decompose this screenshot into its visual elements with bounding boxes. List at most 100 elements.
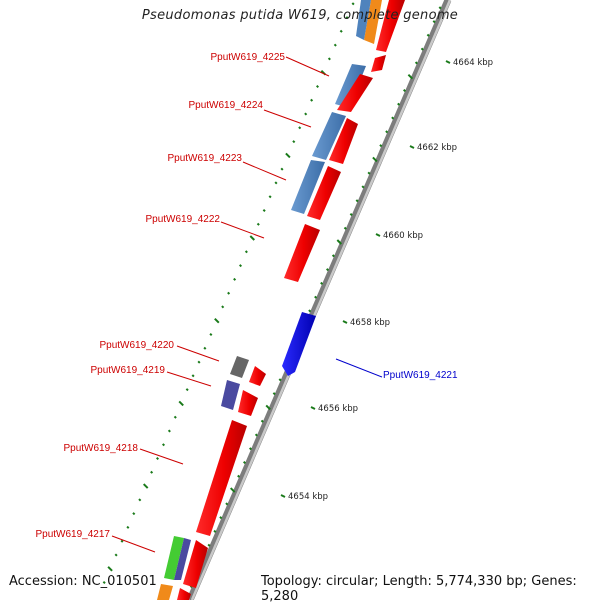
genome-backbone: [186, 0, 452, 600]
tick-mark: [161, 443, 166, 447]
tick-mark: [191, 374, 195, 378]
tick-mark: [426, 33, 430, 37]
tick-mark: [391, 116, 395, 120]
tick-mark: [272, 392, 276, 396]
gene-4223-forward: [329, 118, 358, 164]
tick-mark: [308, 309, 312, 313]
tick-mark: [438, 6, 442, 10]
tick-mark: [420, 47, 424, 51]
scale-label-kbp-4664: 4664 kbp: [453, 58, 493, 68]
tick-mark: [238, 264, 243, 268]
scale-major-tick: [409, 145, 415, 149]
tick-mark: [213, 529, 217, 533]
tick-mark: [167, 429, 171, 433]
tick-mark: [432, 20, 436, 24]
tick-mark: [402, 88, 407, 93]
tick-mark: [229, 487, 236, 493]
tick-mark: [414, 61, 418, 65]
gene-bottom-orange: [157, 584, 173, 600]
tick-mark: [203, 346, 207, 350]
scale-labels: 4664 kbp 4662 kbp 4660 kbp 4658 kbp 4656 kbp…: [280, 58, 493, 502]
tick-mark: [219, 516, 223, 520]
gene-4221-reverse: [282, 312, 316, 376]
tick-mark: [214, 317, 220, 324]
tick-mark: [331, 254, 335, 258]
tick-mark: [242, 460, 247, 465]
gene-label-4225[interactable]: PputW619_4225: [210, 52, 285, 63]
tick-mark: [227, 291, 231, 295]
tick-mark: [345, 16, 349, 20]
gene-label-4223[interactable]: PputW619_4223: [167, 153, 242, 164]
tick-mark: [225, 502, 229, 506]
label-leader-lines: [111, 56, 383, 553]
tick-mark: [280, 167, 284, 171]
gene-4223-steel: [291, 160, 325, 214]
tick-mark: [274, 181, 278, 185]
tick-mark: [278, 378, 282, 382]
tick-mark: [298, 126, 302, 130]
scale-label-kbp-4658: 4658 kbp: [350, 318, 390, 328]
scale-major-tick: [375, 233, 381, 237]
gene-4217-forward: [183, 540, 208, 588]
tick-mark: [138, 498, 142, 502]
tick-mark: [315, 84, 320, 89]
tick-mark: [197, 360, 201, 364]
tick-mark: [349, 212, 353, 217]
tick-mark: [114, 553, 118, 557]
gene-label-4219[interactable]: PputW619_4219: [90, 365, 165, 376]
tick-mark: [372, 156, 378, 163]
accession-text: Accession: NC_010501: [9, 574, 157, 589]
tick-mark: [178, 400, 184, 407]
tick-mark: [379, 144, 383, 148]
gene-4219-purple: [221, 380, 240, 410]
scale-label-kbp-4656: 4656 kbp: [318, 404, 358, 414]
tick-mark: [155, 456, 160, 461]
tick-mark: [132, 512, 136, 516]
gene-4225-forward: [371, 55, 386, 72]
tick-mark: [244, 250, 248, 254]
gene-4223b-forward: [307, 166, 341, 220]
gene-top-red: [376, 0, 405, 52]
scale-major-tick: [342, 320, 348, 324]
tick-mark: [285, 152, 291, 159]
gene-bottom-red: [177, 588, 191, 600]
tick-mark: [304, 112, 308, 116]
gene-4218-forward: [196, 420, 247, 536]
gene-4217-purple: [174, 538, 191, 580]
tick-mark: [233, 277, 237, 281]
tick-mark: [385, 130, 389, 134]
gene-label-4218[interactable]: PputW619_4218: [63, 443, 138, 454]
gene-label-4224[interactable]: PputW619_4224: [188, 100, 263, 111]
tick-mark: [142, 483, 149, 489]
tick-mark: [254, 433, 258, 437]
tick-rings: [102, 2, 442, 589]
gene-label-4222[interactable]: PputW619_4222: [145, 214, 220, 225]
gene-label-4217[interactable]: PputW619_4217: [35, 529, 110, 540]
tick-mark: [320, 281, 324, 285]
tick-mark: [367, 171, 371, 175]
tick-mark: [248, 447, 253, 451]
gene-label-4220[interactable]: PputW619_4220: [99, 340, 174, 351]
gene-glyphs: [157, 0, 405, 600]
gene-4220-forward: [249, 366, 266, 386]
tick-mark: [102, 580, 106, 585]
tick-mark: [260, 419, 264, 423]
genome-title: Pseudomonas putida W619, complete genome: [141, 8, 459, 23]
tick-mark: [343, 226, 347, 230]
tick-mark: [265, 404, 271, 411]
tick-mark: [120, 539, 124, 543]
gene-4225-steel: [335, 64, 366, 108]
tick-mark: [185, 388, 189, 392]
scale-major-tick: [445, 60, 451, 64]
tick-mark: [351, 2, 355, 6]
tick-mark: [407, 73, 414, 80]
gene-labels: PputW619_4225 PputW619_4224 PputW619_422…: [35, 52, 457, 540]
gene-label-4221[interactable]: PputW619_4221: [383, 370, 458, 381]
gene-4222-forward: [284, 224, 320, 282]
gene-4219-forward: [238, 390, 258, 416]
scale-major-tick: [280, 494, 286, 498]
tick-mark: [314, 295, 318, 299]
tick-mark: [209, 332, 213, 337]
tick-mark: [325, 268, 330, 272]
tick-mark: [339, 29, 343, 33]
